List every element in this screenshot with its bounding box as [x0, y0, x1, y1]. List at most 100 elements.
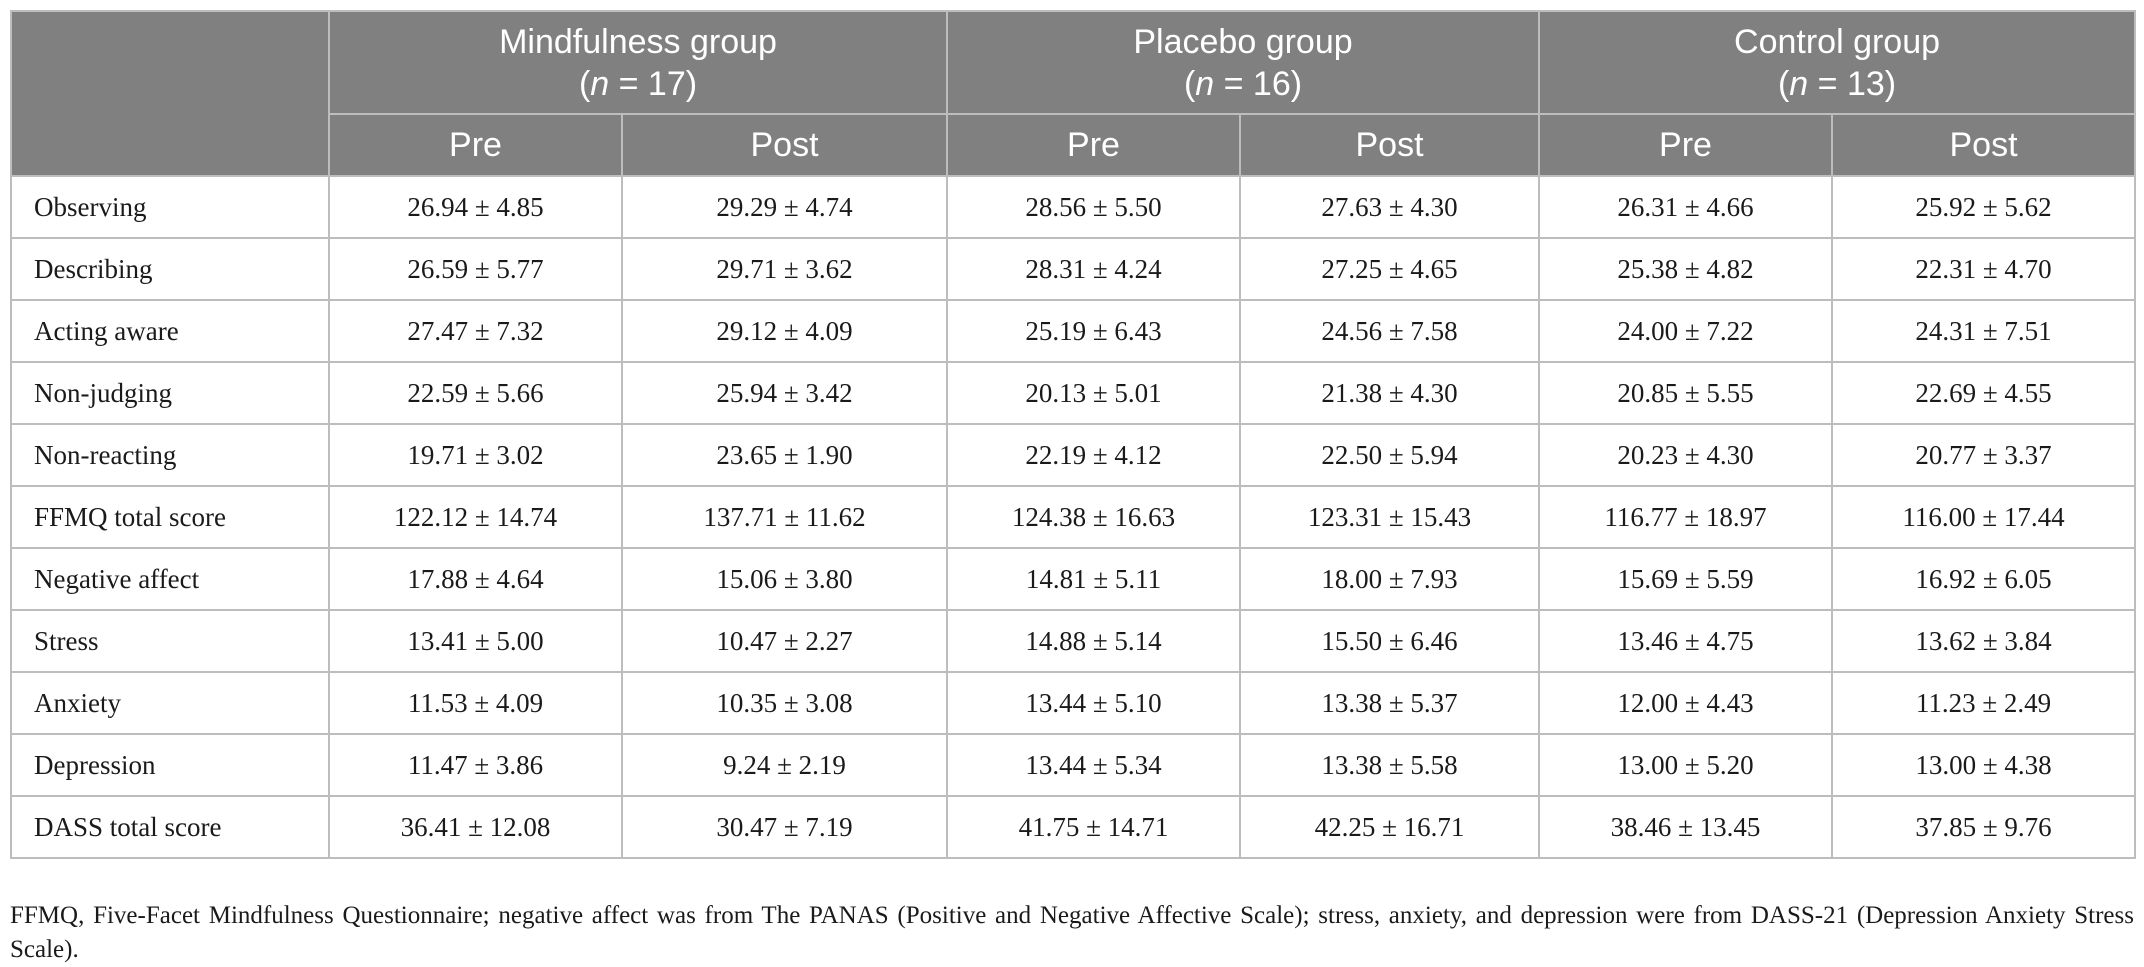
table-cell: 116.00 ± 17.44 [1831, 485, 2137, 549]
subheader-post: Post [1239, 113, 1541, 177]
row-label: DASS total score [10, 795, 330, 859]
row-label: Negative affect [10, 547, 330, 611]
row-label: Observing [10, 175, 330, 239]
row-label: Anxiety [10, 671, 330, 735]
table-cell: 20.23 ± 4.30 [1538, 423, 1834, 487]
table-cell: 21.38 ± 4.30 [1239, 361, 1541, 425]
table-cell: 36.41 ± 12.08 [328, 795, 623, 859]
table-cell: 24.31 ± 7.51 [1831, 299, 2137, 363]
n-symbol: n [1195, 64, 1215, 103]
table-cell: 15.50 ± 6.46 [1239, 609, 1541, 673]
table-cell: 41.75 ± 14.71 [946, 795, 1242, 859]
table-cell: 137.71 ± 11.62 [620, 485, 949, 549]
table-row: FFMQ total score 122.12 ± 14.74 137.71 ±… [10, 485, 2137, 549]
table-cell: 22.50 ± 5.94 [1239, 423, 1541, 487]
table-cell: 11.53 ± 4.09 [328, 671, 623, 735]
row-label: Non-judging [10, 361, 330, 425]
table-row: Non-reacting 19.71 ± 3.02 23.65 ± 1.90 2… [10, 423, 2137, 487]
table-cell: 13.38 ± 5.37 [1239, 671, 1541, 735]
table-cell: 22.69 ± 4.55 [1831, 361, 2137, 425]
subheader-pre: Pre [1538, 113, 1834, 177]
table-cell: 124.38 ± 16.63 [946, 485, 1242, 549]
table-cell: 24.56 ± 7.58 [1239, 299, 1541, 363]
subheader-post: Post [620, 113, 949, 177]
table-body: Observing 26.94 ± 4.85 29.29 ± 4.74 28.5… [10, 175, 2137, 859]
table-cell: 9.24 ± 2.19 [620, 733, 949, 797]
table-cell: 19.71 ± 3.02 [328, 423, 623, 487]
group-sample-size: (n = 17) [578, 64, 698, 103]
table-cell: 11.23 ± 2.49 [1831, 671, 2137, 735]
table-cell: 10.35 ± 3.08 [620, 671, 949, 735]
n-symbol: n [1789, 64, 1809, 103]
table-cell: 29.29 ± 4.74 [620, 175, 949, 239]
table-cell: 18.00 ± 7.93 [1239, 547, 1541, 611]
table-cell: 122.12 ± 14.74 [328, 485, 623, 549]
table-cell: 25.38 ± 4.82 [1538, 237, 1834, 301]
table-row: Non-judging 22.59 ± 5.66 25.94 ± 3.42 20… [10, 361, 2137, 425]
subheader-pre: Pre [328, 113, 623, 177]
group-header-row: Mindfulness group (n = 17) Placebo group… [10, 10, 2137, 177]
timepoint-header-row: Pre Post Pre Post Pre Post [11, 113, 2137, 177]
n-value: = 17) [609, 64, 698, 103]
table-cell: 27.25 ± 4.65 [1239, 237, 1541, 301]
n-symbol: n [590, 64, 610, 103]
row-label: FFMQ total score [10, 485, 330, 549]
table-cell: 20.13 ± 5.01 [946, 361, 1242, 425]
table-cell: 29.71 ± 3.62 [620, 237, 949, 301]
row-label: Non-reacting [10, 423, 330, 487]
group-header-control: Control group (n = 13) [1538, 10, 2137, 115]
table-cell: 25.92 ± 5.62 [1831, 175, 2137, 239]
row-label: Describing [10, 237, 330, 301]
table-cell: 13.00 ± 4.38 [1831, 733, 2137, 797]
group-sample-size: (n = 13) [1777, 64, 1897, 103]
table-cell: 22.31 ± 4.70 [1831, 237, 2137, 301]
group-header-mindfulness: Mindfulness group (n = 17) [327, 10, 949, 115]
row-label: Stress [10, 609, 330, 673]
table-row: Observing 26.94 ± 4.85 29.29 ± 4.74 28.5… [10, 175, 2137, 239]
table-cell: 28.31 ± 4.24 [946, 237, 1242, 301]
table-cell: 24.00 ± 7.22 [1538, 299, 1834, 363]
results-table: Mindfulness group (n = 17) Placebo group… [10, 10, 2137, 859]
table-cell: 13.44 ± 5.34 [946, 733, 1242, 797]
table-row: Describing 26.59 ± 5.77 29.71 ± 3.62 28.… [10, 237, 2137, 301]
table-cell: 13.62 ± 3.84 [1831, 609, 2137, 673]
table-header: Mindfulness group (n = 17) Placebo group… [10, 10, 2137, 177]
table-cell: 14.81 ± 5.11 [946, 547, 1242, 611]
table-cell: 22.59 ± 5.66 [328, 361, 623, 425]
table-row: Negative affect 17.88 ± 4.64 15.06 ± 3.8… [10, 547, 2137, 611]
table-cell: 17.88 ± 4.64 [328, 547, 623, 611]
empty-corner-cell [10, 10, 330, 177]
table-cell: 15.06 ± 3.80 [620, 547, 949, 611]
group-header-placebo: Placebo group (n = 16) [946, 10, 1541, 115]
table-cell: 27.47 ± 7.32 [328, 299, 623, 363]
table-row: Depression 11.47 ± 3.86 9.24 ± 2.19 13.4… [10, 733, 2137, 797]
table-cell: 12.00 ± 4.43 [1538, 671, 1834, 735]
row-label: Acting aware [10, 299, 330, 363]
table-cell: 14.88 ± 5.14 [946, 609, 1242, 673]
table-cell: 37.85 ± 9.76 [1831, 795, 2137, 859]
table-cell: 13.38 ± 5.58 [1239, 733, 1541, 797]
table-row: Stress 13.41 ± 5.00 10.47 ± 2.27 14.88 ±… [10, 609, 2137, 673]
n-value: = 16) [1214, 64, 1303, 103]
table-cell: 13.41 ± 5.00 [328, 609, 623, 673]
table-cell: 10.47 ± 2.27 [620, 609, 949, 673]
table-cell: 26.59 ± 5.77 [328, 237, 623, 301]
table-cell: 116.77 ± 18.97 [1538, 485, 1834, 549]
table-cell: 123.31 ± 15.43 [1239, 485, 1541, 549]
table-cell: 11.47 ± 3.86 [328, 733, 623, 797]
table-cell: 23.65 ± 1.90 [620, 423, 949, 487]
table-cell: 13.46 ± 4.75 [1538, 609, 1834, 673]
group-name: Control group [1734, 22, 1941, 61]
table-cell: 22.19 ± 4.12 [946, 423, 1242, 487]
table-cell: 13.00 ± 5.20 [1538, 733, 1834, 797]
table-cell: 16.92 ± 6.05 [1831, 547, 2137, 611]
group-sample-size: (n = 16) [1183, 64, 1303, 103]
table-cell: 27.63 ± 4.30 [1239, 175, 1541, 239]
table-cell: 30.47 ± 7.19 [620, 795, 949, 859]
group-name: Mindfulness group [499, 22, 777, 61]
subheader-post: Post [1831, 113, 2137, 177]
table-cell: 25.19 ± 6.43 [946, 299, 1242, 363]
table-cell: 26.94 ± 4.85 [328, 175, 623, 239]
table-cell: 20.77 ± 3.37 [1831, 423, 2137, 487]
table-row: Anxiety 11.53 ± 4.09 10.35 ± 3.08 13.44 … [10, 671, 2137, 735]
